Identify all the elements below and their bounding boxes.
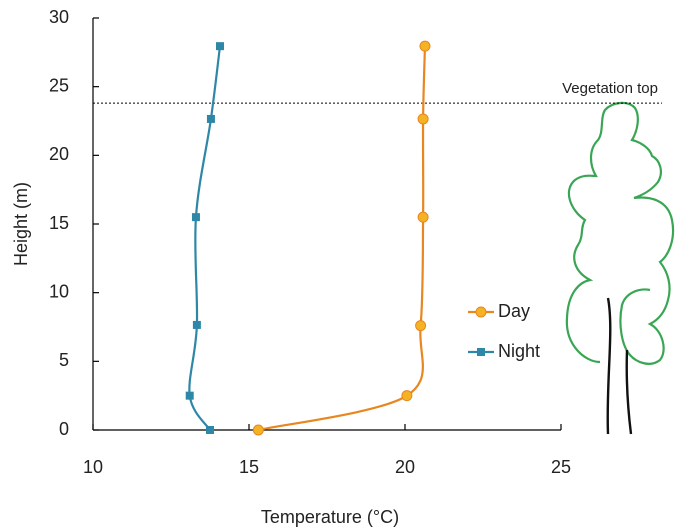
x-tick-label: 25 — [551, 457, 571, 477]
legend-marker — [477, 348, 485, 356]
data-point — [206, 114, 215, 123]
legend-label: Night — [498, 341, 540, 361]
data-point — [191, 213, 200, 222]
data-point — [417, 113, 429, 125]
y-axis-title: Height (m) — [11, 182, 31, 266]
x-tick-label: 15 — [239, 457, 259, 477]
data-point — [415, 320, 427, 332]
data-point — [215, 42, 224, 51]
data-point — [252, 424, 264, 436]
series-line — [188, 46, 222, 431]
x-tick-label: 10 — [83, 457, 103, 477]
data-point — [419, 40, 431, 52]
data-point — [401, 390, 413, 402]
reference-label: Vegetation top — [562, 80, 658, 97]
data-point — [417, 211, 429, 223]
y-tick-label: 10 — [49, 281, 69, 301]
legend-label: Day — [498, 301, 530, 321]
data-point — [192, 320, 201, 329]
legend-marker — [475, 306, 487, 318]
data-point — [185, 391, 194, 400]
y-tick-label: 0 — [59, 419, 69, 439]
y-tick-label: 25 — [49, 75, 69, 95]
x-axis-title: Temperature (°C) — [261, 507, 399, 527]
series-line — [258, 46, 427, 432]
y-tick-label: 30 — [49, 7, 69, 27]
y-tick-label: 15 — [49, 213, 69, 233]
x-tick-label: 20 — [395, 457, 415, 477]
y-tick-label: 5 — [59, 350, 69, 370]
data-point — [206, 426, 214, 434]
tree — [565, 101, 675, 435]
y-tick-label: 20 — [49, 144, 69, 164]
